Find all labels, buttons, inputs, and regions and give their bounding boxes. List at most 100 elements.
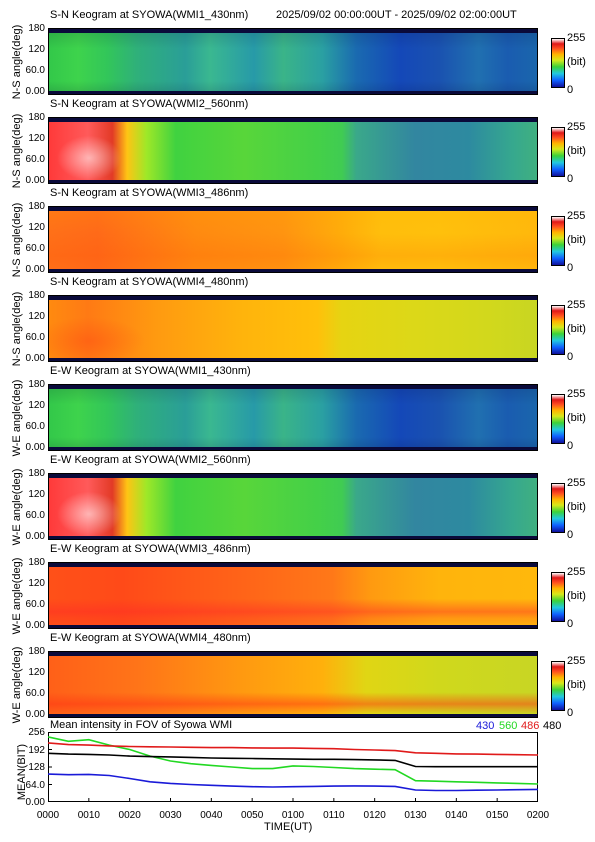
keogram-bottom-band bbox=[49, 625, 537, 628]
panel-ytick: 180 bbox=[28, 290, 45, 301]
panel-ytick: 120 bbox=[28, 489, 45, 500]
mean-intensity-title: Mean intensity in FOV of Syowa WMI bbox=[50, 719, 233, 731]
panel-ytick: 60.0 bbox=[25, 510, 45, 521]
keogram-top-band bbox=[49, 652, 537, 656]
panel-title-3: S-N Keogram at SYOWA(WMI3_486nm) bbox=[50, 187, 249, 199]
colorbar-label-unit: (bit) bbox=[567, 56, 586, 68]
colorbar-4 bbox=[551, 305, 565, 355]
mean-ytick: 0.00 bbox=[25, 797, 45, 808]
colorbar-6 bbox=[551, 483, 565, 533]
keogram-image-5 bbox=[48, 384, 538, 451]
mean-ytick: 64.0 bbox=[25, 779, 45, 791]
panel-ytick: 180 bbox=[28, 557, 45, 568]
panel-ytick: 0.00 bbox=[25, 442, 45, 453]
colorbar-label-max: 255 bbox=[567, 32, 586, 44]
header-time-range: 2025/09/02 00:00:00UT - 2025/09/02 02:00… bbox=[276, 9, 517, 21]
colorbar-label-min: 0 bbox=[567, 618, 574, 630]
panel-ytick: 60.0 bbox=[25, 154, 45, 165]
keogram-bottom-band bbox=[49, 447, 537, 450]
colorbar-label-min: 0 bbox=[567, 529, 574, 541]
panel-ytick: 180 bbox=[28, 379, 45, 390]
keogram-top-band bbox=[49, 385, 537, 389]
keogram-bottom-band bbox=[49, 180, 537, 183]
panel-title-4: S-N Keogram at SYOWA(WMI4_480nm) bbox=[50, 276, 249, 288]
time-xtick: 0000 bbox=[36, 810, 60, 821]
time-xtick: 0030 bbox=[159, 810, 182, 821]
panel-ytick: 0.00 bbox=[25, 264, 45, 275]
keogram-image-8 bbox=[48, 651, 538, 718]
panel-ytick: 60.0 bbox=[25, 243, 45, 254]
time-xtick: 0050 bbox=[241, 810, 264, 821]
colorbar-label-max: 255 bbox=[567, 299, 586, 311]
keogram-image-2 bbox=[48, 117, 538, 184]
keogram-bottom-band bbox=[49, 91, 537, 94]
colorbar-label-max: 255 bbox=[567, 121, 586, 133]
mean-ytick: 192 bbox=[28, 744, 45, 756]
keogram-image-4 bbox=[48, 295, 538, 362]
panel-title-8: E-W Keogram at SYOWA(WMI4_480nm) bbox=[50, 632, 251, 644]
keogram-bottom-band bbox=[49, 536, 537, 539]
time-xtick: 0150 bbox=[486, 810, 509, 821]
keogram-image-3 bbox=[48, 206, 538, 273]
mean-ytick: 256 bbox=[28, 727, 45, 738]
series-line-430 bbox=[48, 773, 538, 792]
panel-ytick: 0.00 bbox=[25, 531, 45, 542]
legend-480: 480 bbox=[543, 720, 562, 732]
colorbar-label-min: 0 bbox=[567, 262, 574, 274]
keogram-top-band bbox=[49, 563, 537, 567]
colorbar-label-max: 255 bbox=[567, 566, 586, 578]
time-xtick: 0110 bbox=[323, 810, 345, 821]
colorbar-label-max: 255 bbox=[567, 388, 586, 400]
time-xtick: 0130 bbox=[404, 810, 427, 821]
panel-ytick: 60.0 bbox=[25, 65, 45, 76]
colorbar-label-min: 0 bbox=[567, 351, 574, 363]
panel-ytick: 0.00 bbox=[25, 709, 45, 720]
keogram-top-band bbox=[49, 118, 537, 122]
panel-ytick: 180 bbox=[28, 201, 45, 212]
panel-ytick: 180 bbox=[28, 23, 45, 34]
keogram-bottom-band bbox=[49, 358, 537, 361]
panel-title-6: E-W Keogram at SYOWA(WMI2_560nm) bbox=[50, 454, 251, 466]
series-line-486 bbox=[48, 742, 538, 756]
legend-486: 486 bbox=[521, 720, 540, 732]
time-xtick: 0020 bbox=[118, 810, 141, 821]
time-xtick: 0040 bbox=[200, 810, 223, 821]
colorbar-3 bbox=[551, 216, 565, 266]
panel-ytick: 0.00 bbox=[25, 353, 45, 364]
panel-ytick: 180 bbox=[28, 112, 45, 123]
time-xtick: 0010 bbox=[77, 810, 100, 821]
panel-ytick: 120 bbox=[28, 222, 45, 233]
panel-ytick: 60.0 bbox=[25, 421, 45, 432]
panel-title-1: S-N Keogram at SYOWA(WMI1_430nm) bbox=[50, 9, 249, 21]
colorbar-label-max: 255 bbox=[567, 210, 586, 222]
colorbar-label-unit: (bit) bbox=[567, 234, 586, 246]
colorbar-8 bbox=[551, 661, 565, 711]
colorbar-2 bbox=[551, 127, 565, 177]
colorbar-7 bbox=[551, 572, 565, 622]
panel-title-2: S-N Keogram at SYOWA(WMI2_560nm) bbox=[50, 98, 249, 110]
colorbar-label-min: 0 bbox=[567, 707, 574, 719]
panel-ytick: 120 bbox=[28, 400, 45, 411]
mean-ytick: 128 bbox=[28, 762, 45, 773]
keogram-image-6 bbox=[48, 473, 538, 540]
series-line-560 bbox=[48, 736, 538, 785]
colorbar-label-unit: (bit) bbox=[567, 501, 586, 513]
panel-ytick: 120 bbox=[28, 44, 45, 55]
keogram-bottom-band bbox=[49, 269, 537, 272]
colorbar-label-min: 0 bbox=[567, 84, 574, 96]
time-xtick: 0120 bbox=[363, 810, 386, 821]
panel-ytick: 0.00 bbox=[25, 620, 45, 631]
panel-ytick: 180 bbox=[28, 646, 45, 657]
colorbar-label-min: 0 bbox=[567, 440, 574, 452]
time-xtick: 0200 bbox=[526, 810, 550, 821]
keogram-bottom-band bbox=[49, 714, 537, 717]
colorbar-label-unit: (bit) bbox=[567, 145, 586, 157]
panel-ytick: 60.0 bbox=[25, 332, 45, 343]
panel-ytick: 120 bbox=[28, 133, 45, 144]
panel-title-7: E-W Keogram at SYOWA(WMI3_486nm) bbox=[50, 543, 251, 555]
series-line-480 bbox=[48, 752, 538, 768]
time-xtick: 0140 bbox=[445, 810, 468, 821]
colorbar-label-unit: (bit) bbox=[567, 590, 586, 602]
panel-title-5: E-W Keogram at SYOWA(WMI1_430nm) bbox=[50, 365, 251, 377]
panel-ytick: 120 bbox=[28, 667, 45, 678]
